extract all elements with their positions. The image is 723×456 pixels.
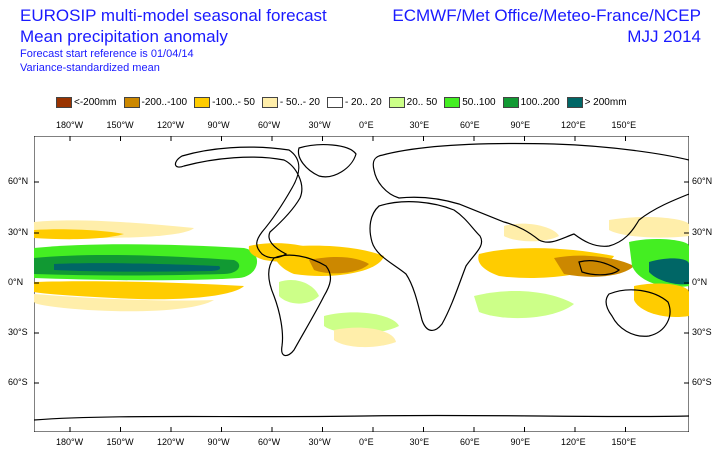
map-title-line2: Mean precipitation anomaly <box>20 27 228 46</box>
legend-label: > 200mm <box>584 96 627 108</box>
legend-item: 100..200 <box>502 96 565 108</box>
dry-nwpac <box>609 217 689 238</box>
legend-swatch <box>502 96 519 108</box>
dry-satl <box>334 327 396 348</box>
coastlines <box>34 142 689 421</box>
lon-tick-label: 150°E <box>611 120 637 130</box>
lon-tick-label: 120°E <box>561 437 586 447</box>
eurasia-coast <box>372 142 689 247</box>
lon-tick-label: 90°E <box>510 120 531 130</box>
wet-indian-south <box>474 290 574 319</box>
legend-label: - 50..- 20 <box>279 96 320 108</box>
greenland-coast <box>297 144 357 178</box>
lon-tick-label: 180°W <box>56 120 84 130</box>
lon-tick-label: 120°W <box>157 437 185 447</box>
color-legend: <-200mm -200..-100 -100..- 50 - 50..- 20 - 2… <box>56 95 634 109</box>
variance-text: Variance-standardized mean <box>20 62 160 74</box>
world-map <box>34 136 689 432</box>
forecast-start-text: Forecast start reference is 01/04/14 <box>20 48 194 60</box>
lon-tick-label: 120°E <box>561 120 586 130</box>
legend-label: 50..100 <box>462 96 496 108</box>
legend-item: <-200mm <box>56 96 122 108</box>
legend-label: - 20.. 20 <box>344 96 382 108</box>
dry-atlantic-core <box>309 257 369 274</box>
legend-swatch <box>444 96 461 108</box>
lon-tick-label: 30°W <box>308 437 331 447</box>
lon-tick-label: 180°W <box>56 437 84 447</box>
north-america-coast <box>174 146 303 259</box>
wet-satl <box>324 312 399 334</box>
legend-label: <-200mm <box>74 96 117 108</box>
legend-item: -100..- 50 <box>194 96 260 108</box>
lon-tick-label: 60°E <box>460 437 480 447</box>
lon-tick-label: 90°E <box>510 437 531 447</box>
lat-tick-label: 30°S <box>8 327 28 337</box>
indonesia-coast <box>578 260 621 276</box>
lat-tick-label: 30°N <box>692 227 713 237</box>
legend-swatch <box>123 96 140 108</box>
dry-pacific-south-light <box>34 294 214 312</box>
lat-tick-label: 60°N <box>692 176 713 186</box>
legend-label: -100..- 50 <box>212 96 255 108</box>
legend-item: 20.. 50 <box>388 96 443 108</box>
legend-label: -200..-100 <box>141 96 188 108</box>
legend-label: 100..200 <box>520 96 560 108</box>
lat-tick-label: 30°S <box>692 327 712 337</box>
map-title-line1: EUROSIP multi-model seasonal forecast <box>20 6 327 25</box>
dry-indian-core <box>554 255 634 277</box>
lon-tick-label: 0°E <box>359 120 374 130</box>
tick-marks <box>34 136 689 432</box>
australia-coast <box>605 289 671 337</box>
lon-tick-label: 60°W <box>258 437 281 447</box>
legend-label: 20.. 50 <box>406 96 438 108</box>
lon-tick-label: 30°E <box>409 437 430 447</box>
wet-pacific-max <box>54 263 221 272</box>
legend-swatch <box>261 96 278 108</box>
lat-tick-label: 60°S <box>692 377 712 387</box>
lat-tick-label: 30°N <box>8 227 29 237</box>
legend-swatch <box>388 96 405 108</box>
lon-tick-label: 150°W <box>106 120 134 130</box>
dry-npac-strong <box>34 229 124 240</box>
legend-swatch <box>194 96 211 108</box>
lon-tick-label: 0°E <box>359 437 374 447</box>
dry-pacific-south <box>34 281 244 300</box>
lon-tick-label: 90°W <box>207 120 230 130</box>
lat-tick-label: 60°N <box>8 176 29 186</box>
legend-swatch <box>56 96 72 108</box>
lon-tick-label: 150°E <box>611 437 637 447</box>
south-america-coast <box>268 254 332 357</box>
lon-tick-label: 90°W <box>207 437 230 447</box>
lon-tick-label: 60°W <box>258 120 281 130</box>
lat-tick-label: 0°N <box>8 277 24 287</box>
dry-arabian <box>504 223 559 242</box>
lat-tick-label: 60°S <box>8 377 28 387</box>
legend-item: -200..-100 <box>123 96 193 108</box>
antarctica-coast <box>34 414 689 421</box>
lon-tick-label: 120°W <box>157 120 185 130</box>
lon-tick-label: 30°W <box>308 120 331 130</box>
lon-tick-label: 150°W <box>106 437 134 447</box>
centers-text: ECMWF/Met Office/Meteo-France/NCEP <box>392 6 701 25</box>
wet-wpac-core <box>649 258 689 285</box>
lon-tick-label: 60°E <box>460 120 480 130</box>
lon-tick-label: 30°E <box>409 120 430 130</box>
wet-samerica <box>279 279 319 304</box>
legend-item: 50..100 <box>444 96 500 108</box>
legend-swatch <box>326 96 343 108</box>
legend-item: > 200mm <box>566 96 632 108</box>
legend-item: - 20.. 20 <box>326 96 387 108</box>
lat-tick-label: 0°N <box>692 277 708 287</box>
africa-coast <box>369 201 483 331</box>
legend-item: - 50..- 20 <box>261 96 325 108</box>
season-text: MJJ 2014 <box>627 27 701 46</box>
legend-swatch <box>566 96 583 108</box>
